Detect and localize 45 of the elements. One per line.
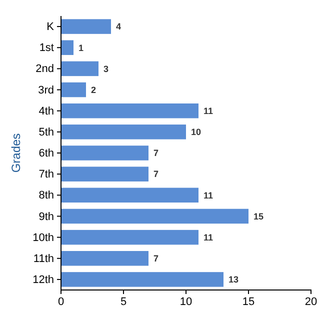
- y-tick-label: 2nd: [36, 63, 54, 76]
- data-label: 15: [254, 211, 264, 222]
- bar: [61, 103, 198, 118]
- bar: [61, 208, 248, 224]
- bar: [61, 272, 224, 287]
- y-tick-label: 1st: [39, 42, 54, 54]
- y-tick-label: 7th: [38, 168, 54, 181]
- y-tick-label: K: [46, 21, 55, 34]
- x-tick-label: 15: [242, 296, 255, 308]
- y-tick-label: 5th: [38, 126, 54, 138]
- data-label: 11: [204, 106, 214, 116]
- data-label: 7: [154, 148, 159, 158]
- y-tick-label: 4th: [38, 105, 54, 118]
- data-label: 11: [204, 232, 214, 242]
- bar: [61, 188, 198, 203]
- x-tick-label: 0: [58, 296, 64, 308]
- y-tick-label: 12th: [32, 274, 54, 286]
- data-label: 7: [154, 169, 159, 180]
- bar: [61, 82, 86, 98]
- data-label: 2: [91, 84, 96, 95]
- bar: [61, 61, 98, 76]
- bar: [61, 146, 148, 160]
- data-label: 1: [78, 42, 84, 53]
- y-tick-label: 3rd: [38, 84, 54, 96]
- data-label: 13: [228, 274, 239, 285]
- bar: [61, 19, 111, 34]
- data-label: 10: [191, 127, 202, 138]
- y-tick-label: 9th: [38, 210, 54, 223]
- bar: [61, 40, 74, 55]
- bar: [61, 251, 148, 266]
- data-label: 4: [116, 22, 122, 32]
- bar: [61, 230, 198, 245]
- x-tick-label: 20: [304, 296, 318, 308]
- y-axis-title: Grades: [9, 133, 23, 173]
- x-tick-label: 10: [180, 296, 192, 308]
- bar: [61, 124, 186, 140]
- data-label: 7: [154, 254, 159, 264]
- y-tick-label: 11th: [33, 252, 54, 265]
- y-tick-label: 10th: [32, 232, 54, 244]
- bar: [61, 166, 148, 182]
- y-tick-label: 6th: [38, 148, 54, 160]
- data-label: 3: [104, 64, 109, 74]
- x-tick-label: 5: [120, 296, 127, 308]
- data-label: 11: [204, 190, 214, 200]
- y-tick-label: 8th: [38, 190, 54, 202]
